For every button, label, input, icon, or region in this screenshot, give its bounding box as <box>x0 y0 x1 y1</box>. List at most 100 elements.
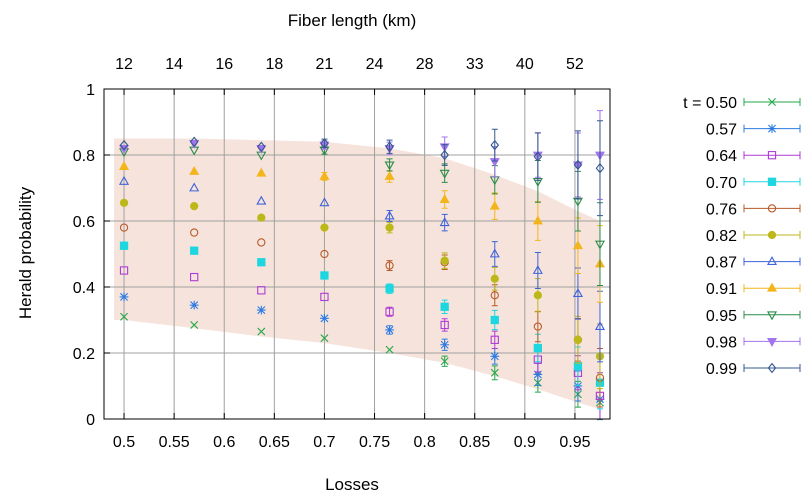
data-point <box>439 194 450 203</box>
legend-marker <box>766 337 778 347</box>
data-point <box>385 261 394 270</box>
x-tick-label: 0.9 <box>514 434 536 451</box>
data-point <box>119 292 129 302</box>
data-point <box>320 334 329 343</box>
data-point <box>440 357 449 366</box>
data-point <box>120 312 129 321</box>
data-point <box>384 210 395 220</box>
data-point <box>319 170 330 180</box>
data-point <box>320 313 329 323</box>
data-point <box>118 175 130 185</box>
legend-marker <box>766 311 778 321</box>
legend-label: 0.99 <box>706 361 737 378</box>
legend-marker <box>767 124 777 133</box>
legend-marker <box>768 98 776 106</box>
x-tick-label: 0.55 <box>159 434 190 451</box>
legend-marker <box>767 151 777 160</box>
x-tick-label: 0.5 <box>113 434 135 451</box>
x-tick-label: 0.6 <box>213 434 235 451</box>
data-point <box>573 335 583 344</box>
legend-label: 0.70 <box>706 175 737 192</box>
data-point <box>490 335 499 344</box>
data-point <box>256 195 267 205</box>
data-point <box>385 223 394 232</box>
data-point <box>190 201 199 211</box>
data-point <box>440 320 449 330</box>
legend-marker <box>767 362 777 374</box>
data-point <box>490 368 499 377</box>
data-point <box>440 302 449 311</box>
x2-tick-label: 14 <box>165 56 183 73</box>
legend-line <box>743 364 801 372</box>
x-tick-label: 0.8 <box>414 434 436 451</box>
data-point <box>440 149 449 161</box>
y-tick-label: 0.2 <box>73 346 95 363</box>
x2-tick-label: 33 <box>466 56 484 73</box>
data-point <box>257 327 266 336</box>
data-point <box>257 238 266 247</box>
data-point <box>257 141 266 153</box>
data-point <box>385 325 394 335</box>
error-bar <box>441 144 448 166</box>
x-tick-label: 0.95 <box>559 434 590 451</box>
error-bar <box>386 306 393 317</box>
data-point <box>385 345 394 354</box>
legend-label: 0.87 <box>706 255 737 272</box>
data-point <box>490 139 500 151</box>
data-point <box>384 170 395 180</box>
data-point <box>490 351 500 361</box>
data-point <box>256 305 266 315</box>
data-point <box>119 198 129 207</box>
error-bar <box>491 241 498 267</box>
data-point <box>532 264 543 274</box>
data-point <box>256 167 267 177</box>
data-point <box>572 288 583 298</box>
data-point <box>119 139 129 151</box>
x2-tick-label: 18 <box>265 56 283 73</box>
legend-label: 0.91 <box>706 281 737 298</box>
data-point <box>439 169 450 179</box>
probability-band <box>114 138 600 410</box>
data-point <box>320 138 329 149</box>
legend-label: 0.98 <box>706 334 737 351</box>
axis-ticks: 0.5 0.55 0.6 0.65 0.7 0.75 0.8 0.85 0.9 0.95 0 0.2 0… <box>73 56 591 451</box>
x2-axis-title: Fiber length (km) <box>288 11 416 30</box>
data-point <box>533 343 543 353</box>
error-bar <box>534 132 541 181</box>
legend-label: 0.64 <box>706 148 737 165</box>
data-point <box>594 321 606 331</box>
data-point <box>319 197 330 207</box>
data-point <box>119 266 129 275</box>
error-bar <box>491 128 498 162</box>
data-point <box>320 249 329 259</box>
x-axis-title: Losses <box>325 475 379 494</box>
data-point <box>489 200 500 210</box>
band-area <box>114 138 600 410</box>
data-point <box>490 274 499 283</box>
data-point <box>190 228 199 237</box>
y-tick-label: 0 <box>86 412 95 429</box>
data-point <box>595 162 605 174</box>
data-point <box>320 271 329 280</box>
x2-tick-label: 40 <box>516 56 534 73</box>
data-point <box>189 182 200 192</box>
data-point <box>573 159 583 171</box>
x2-tick-label: 28 <box>416 56 434 73</box>
legend-label: t = 0.50 <box>683 95 737 112</box>
data-point <box>384 161 395 171</box>
data-point <box>440 256 449 265</box>
data-point <box>190 320 199 329</box>
x2-tick-label: 12 <box>115 56 133 73</box>
legend-marker <box>766 256 778 266</box>
series-3 <box>119 241 605 410</box>
error-bar <box>574 130 581 200</box>
legend-label: 0.95 <box>706 308 737 325</box>
data-point <box>594 240 606 250</box>
data-point <box>385 284 394 293</box>
legend-marker <box>767 204 777 213</box>
data-point <box>385 141 394 153</box>
error-bar <box>596 120 603 217</box>
x2-tick-label: 16 <box>215 56 233 73</box>
x2-tick-label: 24 <box>366 56 384 73</box>
